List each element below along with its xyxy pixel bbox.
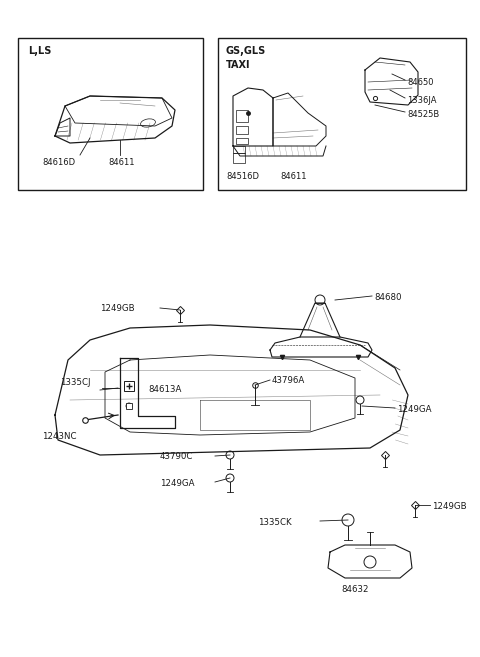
Text: 1249GA: 1249GA <box>397 405 432 414</box>
Text: GS,GLS: GS,GLS <box>226 46 266 56</box>
Bar <box>218 38 466 190</box>
Text: 84616D: 84616D <box>42 158 75 167</box>
Bar <box>233 153 245 163</box>
Text: 1335CJ: 1335CJ <box>60 378 91 387</box>
Text: 84516D: 84516D <box>226 172 259 181</box>
Text: 1249GB: 1249GB <box>100 304 134 313</box>
Text: 84611: 84611 <box>280 172 307 181</box>
Text: L,LS: L,LS <box>28 46 51 56</box>
Text: 84525B: 84525B <box>407 110 439 119</box>
Text: 84650: 84650 <box>407 78 433 87</box>
Bar <box>236 138 248 144</box>
Text: 84632: 84632 <box>341 585 369 594</box>
Text: 43790C: 43790C <box>160 452 193 461</box>
Text: 84613A: 84613A <box>148 385 181 394</box>
Text: 1243NC: 1243NC <box>42 432 76 441</box>
Text: 43796A: 43796A <box>272 376 305 385</box>
Circle shape <box>226 474 234 482</box>
Text: 84680: 84680 <box>374 293 401 302</box>
Bar <box>236 126 248 134</box>
Text: 84611: 84611 <box>108 158 134 167</box>
Text: 1249GB: 1249GB <box>432 502 467 511</box>
Circle shape <box>315 295 325 305</box>
Text: 1249GA: 1249GA <box>160 479 194 488</box>
Bar <box>236 110 248 122</box>
Bar <box>18 38 203 190</box>
Circle shape <box>226 451 234 459</box>
Text: 1335CK: 1335CK <box>258 518 292 527</box>
Circle shape <box>342 514 354 526</box>
Circle shape <box>126 403 132 409</box>
Circle shape <box>364 556 376 568</box>
Circle shape <box>356 396 364 404</box>
Text: TAXI: TAXI <box>226 60 251 70</box>
Bar <box>233 146 245 153</box>
Text: 1336JA: 1336JA <box>407 96 436 105</box>
